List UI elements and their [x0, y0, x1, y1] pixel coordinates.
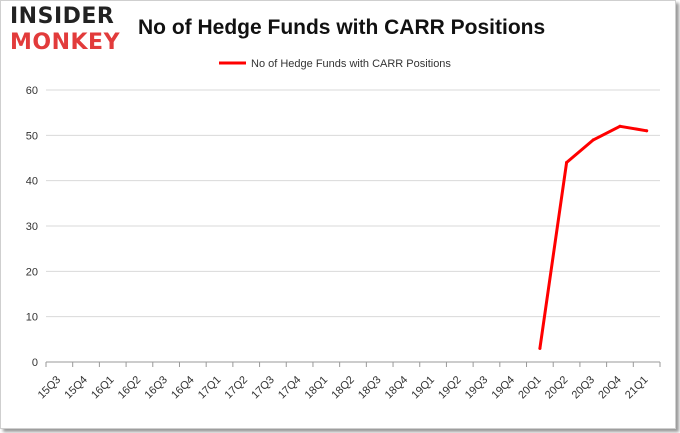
- gridlines: [46, 89, 660, 318]
- y-tick-label: 60: [26, 85, 38, 97]
- chart-title: No of Hedge Funds with CARR Positions: [138, 16, 546, 39]
- x-tick-label: 15Q3: [36, 374, 64, 402]
- x-tick-label: 15Q4: [62, 374, 90, 402]
- y-tick-label: 40: [26, 176, 38, 188]
- x-tick-label: 18Q2: [329, 374, 357, 402]
- x-tick-label: 19Q1: [409, 374, 437, 402]
- x-tick-label: 21Q1: [623, 374, 651, 402]
- x-tick-label: 20Q3: [570, 374, 598, 402]
- x-tick-label: 17Q4: [276, 374, 304, 402]
- x-tick-label: 19Q4: [490, 374, 518, 402]
- x-tick-label: 16Q3: [142, 374, 170, 402]
- x-tick-label: 18Q1: [303, 374, 331, 402]
- x-tick-label: 16Q2: [116, 374, 144, 402]
- x-tick-label: 17Q1: [196, 374, 224, 402]
- data-point: [538, 346, 542, 350]
- x-tick-label: 17Q3: [249, 374, 277, 402]
- y-tick-label: 0: [32, 357, 38, 369]
- series-line: [538, 124, 649, 350]
- x-tick-label: 18Q4: [383, 374, 411, 402]
- data-point: [591, 138, 595, 142]
- data-point: [618, 124, 622, 128]
- y-tick-label: 10: [26, 312, 38, 324]
- legend: No of Hedge Funds with CARR Positions: [219, 58, 451, 70]
- x-tick-label: 20Q4: [596, 374, 624, 402]
- x-tick-label: 19Q2: [436, 374, 464, 402]
- x-tick-label: 16Q4: [169, 374, 197, 402]
- x-tick-label: 18Q3: [356, 374, 384, 402]
- x-tick-label: 19Q3: [463, 374, 491, 402]
- y-tick-label: 20: [26, 266, 38, 278]
- insider-monkey-logo: INSIDER MONKEY: [10, 6, 128, 58]
- legend-label: No of Hedge Funds with CARR Positions: [251, 58, 451, 70]
- y-tick-label: 30: [26, 221, 38, 233]
- logo-text-monkey: MONKEY: [10, 30, 121, 55]
- series: [538, 124, 649, 350]
- x-tick-label: 17Q2: [223, 374, 251, 402]
- y-tick-label: 50: [26, 130, 38, 142]
- x-tick-label: 20Q2: [543, 374, 571, 402]
- data-point: [565, 161, 569, 165]
- data-point: [645, 129, 649, 133]
- x-tick-label: 20Q1: [516, 374, 544, 402]
- logo-text-insider: INSIDER: [10, 4, 115, 29]
- x-tick-label: 16Q1: [89, 374, 117, 402]
